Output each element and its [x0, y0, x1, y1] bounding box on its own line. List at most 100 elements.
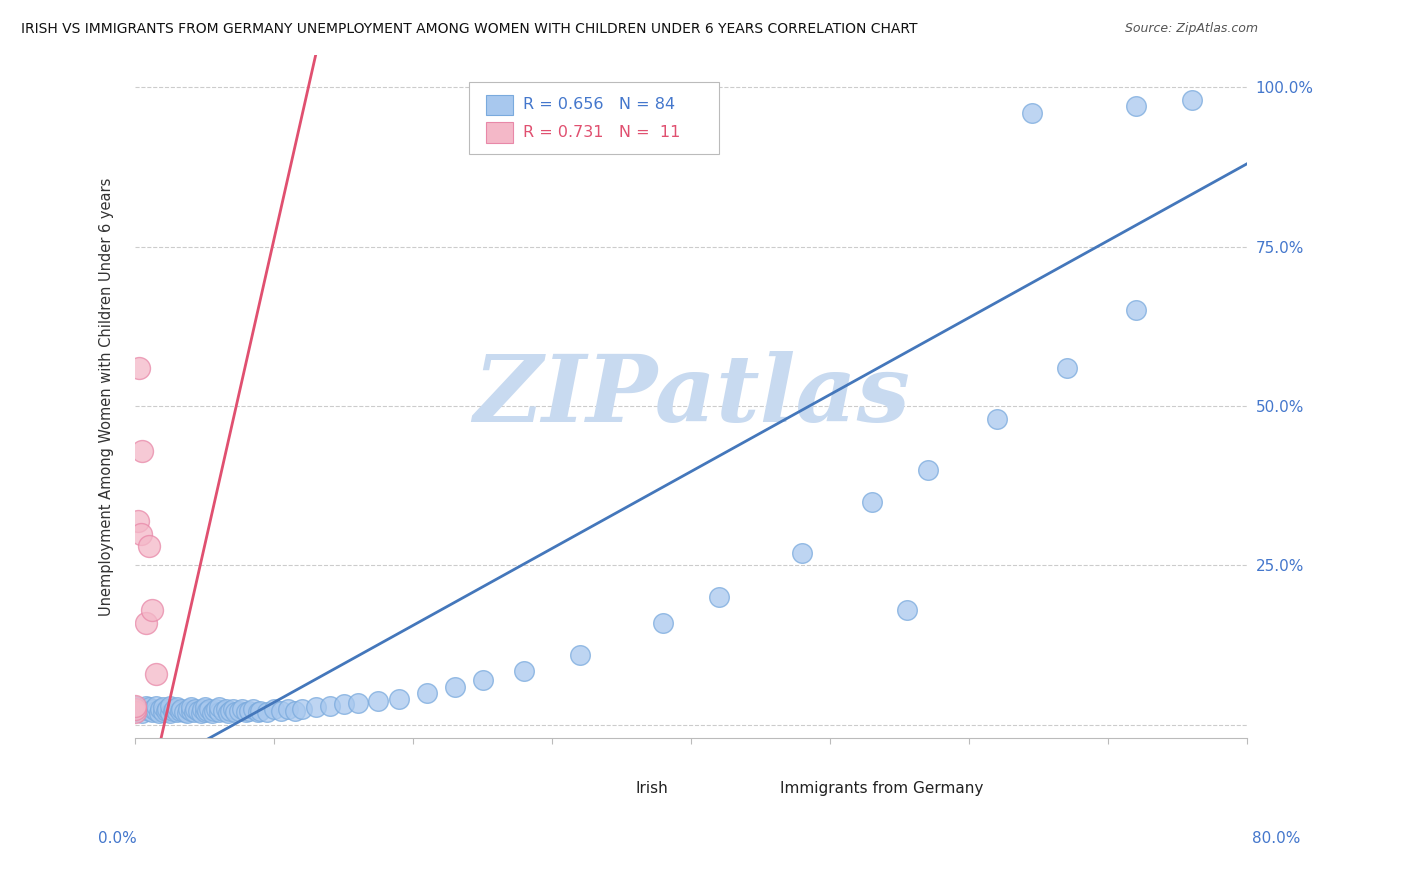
Text: Source: ZipAtlas.com: Source: ZipAtlas.com — [1125, 22, 1258, 36]
Bar — [747, 781, 772, 797]
Point — [166, 700, 188, 714]
Point — [197, 704, 219, 718]
Point — [1181, 93, 1204, 107]
Point — [198, 702, 221, 716]
Point — [224, 705, 246, 719]
Point — [124, 702, 146, 716]
Point — [217, 706, 239, 721]
Point — [242, 702, 264, 716]
Point — [211, 704, 233, 718]
Point — [444, 680, 467, 694]
Point — [249, 704, 271, 718]
Point — [1125, 99, 1147, 113]
Point — [142, 702, 165, 716]
Point — [388, 692, 411, 706]
Point — [228, 704, 250, 718]
Point — [145, 667, 167, 681]
Point — [152, 700, 174, 714]
Point — [218, 704, 240, 718]
Point — [1021, 105, 1043, 120]
Point — [291, 702, 314, 716]
Point — [284, 704, 307, 718]
Point — [277, 702, 299, 716]
Point — [792, 546, 814, 560]
Point — [986, 411, 1008, 425]
Point — [163, 702, 186, 716]
Point — [138, 539, 160, 553]
Point — [138, 704, 160, 718]
Point — [169, 704, 191, 718]
Point — [207, 705, 229, 719]
Point — [332, 697, 354, 711]
Text: IRISH VS IMMIGRANTS FROM GERMANY UNEMPLOYMENT AMONG WOMEN WITH CHILDREN UNDER 6 : IRISH VS IMMIGRANTS FROM GERMANY UNEMPLO… — [21, 22, 918, 37]
Point — [190, 706, 212, 721]
Point — [138, 700, 160, 714]
Point — [187, 704, 209, 718]
Point — [1056, 360, 1078, 375]
Point — [149, 702, 172, 716]
Point — [319, 698, 342, 713]
Point — [860, 494, 883, 508]
Text: Irish: Irish — [636, 781, 668, 797]
Point — [205, 702, 228, 716]
Point — [159, 706, 181, 721]
Point — [131, 443, 153, 458]
Point — [221, 702, 243, 716]
Point — [162, 704, 184, 718]
Point — [246, 705, 269, 719]
Point — [416, 686, 439, 700]
Text: Immigrants from Germany: Immigrants from Germany — [780, 781, 984, 797]
Point — [184, 702, 207, 716]
Point — [145, 698, 167, 713]
Y-axis label: Unemployment Among Women with Children Under 6 years: Unemployment Among Women with Children U… — [100, 178, 114, 615]
Text: 80.0%: 80.0% — [1253, 831, 1301, 846]
Point — [134, 702, 156, 716]
Point — [201, 706, 224, 721]
Point — [191, 702, 214, 716]
Text: 0.0%: 0.0% — [98, 831, 138, 846]
Point — [148, 706, 170, 721]
FancyBboxPatch shape — [468, 82, 718, 154]
Point — [180, 704, 202, 718]
Point — [270, 704, 292, 718]
Point — [141, 705, 163, 719]
Point — [127, 514, 149, 528]
Bar — [602, 781, 627, 797]
Point — [156, 702, 179, 716]
Point — [183, 705, 205, 719]
Point — [194, 700, 217, 714]
Point — [917, 463, 939, 477]
Point — [176, 706, 198, 721]
Text: ZIPatlas: ZIPatlas — [472, 351, 910, 442]
Point — [235, 705, 257, 719]
Point — [124, 705, 146, 719]
Point — [124, 705, 146, 719]
Point — [180, 700, 202, 714]
Point — [128, 360, 150, 375]
Point — [159, 698, 181, 713]
Point — [194, 705, 217, 719]
Point — [131, 706, 153, 721]
Point — [173, 705, 195, 719]
Point — [124, 702, 146, 716]
Point — [135, 615, 157, 630]
Point — [652, 615, 675, 630]
Point — [256, 705, 278, 719]
Point — [231, 702, 253, 716]
Point — [471, 673, 494, 688]
Point — [346, 696, 368, 710]
Text: R = 0.731   N =  11: R = 0.731 N = 11 — [523, 125, 681, 140]
Point — [135, 698, 157, 713]
Point — [513, 664, 536, 678]
Point — [238, 704, 260, 718]
Point — [155, 704, 177, 718]
Point — [569, 648, 592, 662]
Point — [707, 591, 730, 605]
Point — [305, 700, 328, 714]
Point — [141, 603, 163, 617]
Point — [152, 705, 174, 719]
Point — [177, 702, 200, 716]
Point — [129, 526, 152, 541]
Point — [124, 698, 146, 713]
Point — [166, 705, 188, 719]
